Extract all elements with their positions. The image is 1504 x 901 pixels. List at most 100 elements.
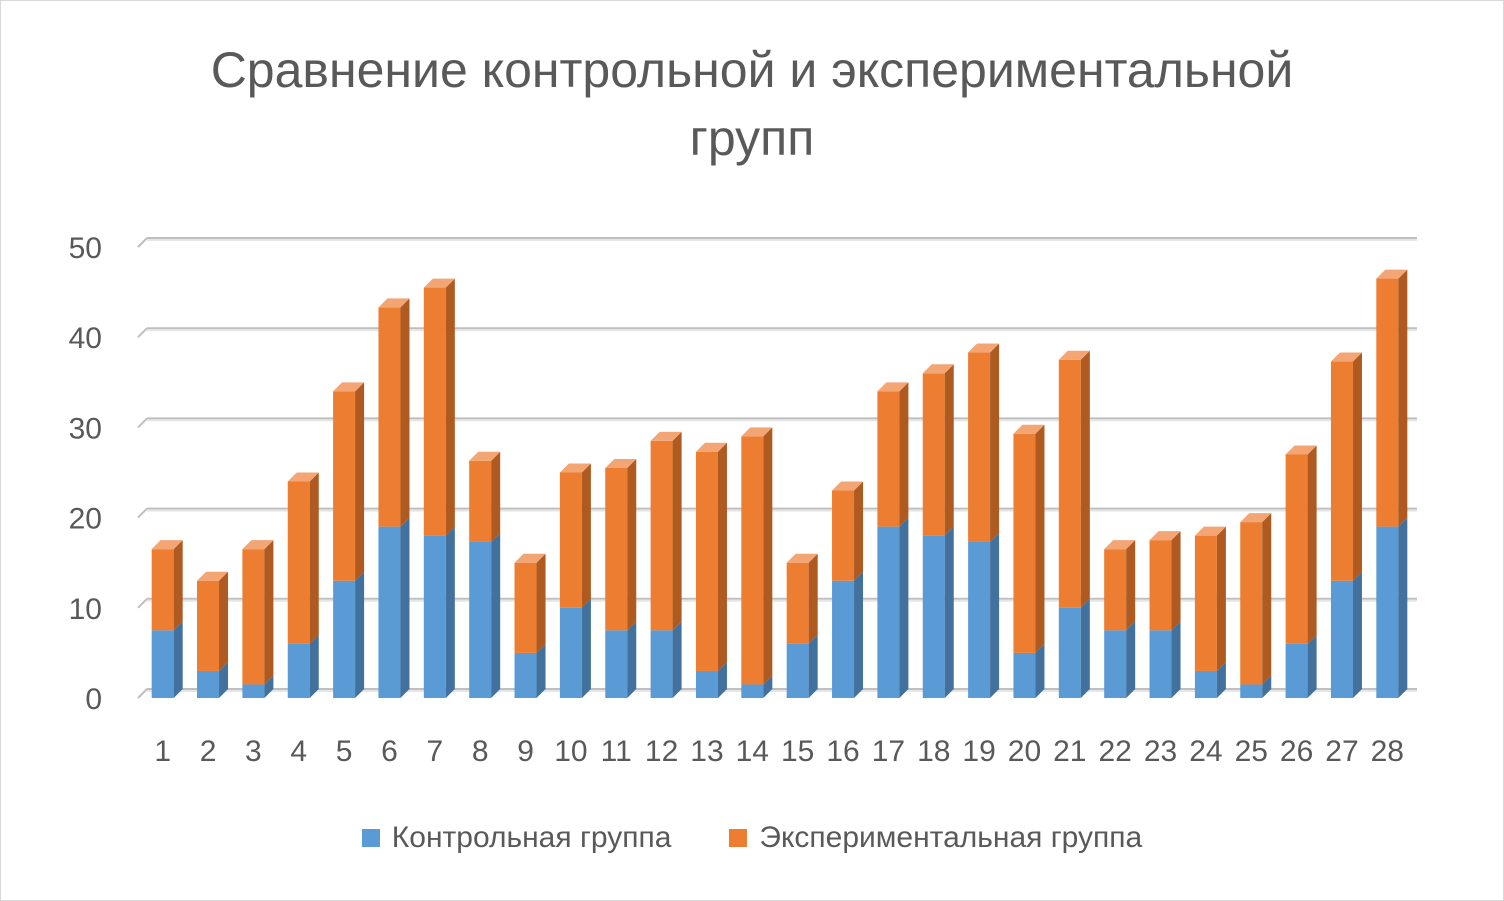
bar-side-experimental-23 <box>1171 531 1181 631</box>
bar-experimental-6 <box>378 307 401 527</box>
legend-item-control: Контрольная группа <box>361 818 672 858</box>
x-tick-label: 3 <box>245 735 262 768</box>
x-tick-label: 17 <box>872 735 905 768</box>
x-tick-label: 15 <box>781 735 814 768</box>
bar-control-25 <box>1240 684 1263 698</box>
bar-experimental-11 <box>605 467 628 631</box>
bar-experimental-28 <box>1376 278 1399 527</box>
bar-side-experimental-22 <box>1126 540 1136 631</box>
bar-side-experimental-16 <box>854 481 864 581</box>
bar-top-7 <box>423 278 455 288</box>
chart-legend: Контрольная группа Экспериментальная гру… <box>0 818 1504 858</box>
bar-control-19 <box>968 541 991 698</box>
bar-control-1 <box>151 630 174 698</box>
x-tick-label: 20 <box>1008 735 1041 768</box>
bar-side-experimental-2 <box>219 571 229 671</box>
bar-top-12 <box>650 431 682 441</box>
bar-experimental-4 <box>287 481 310 644</box>
bar-side-experimental-26 <box>1307 445 1317 644</box>
bar-side-experimental-24 <box>1216 526 1226 671</box>
x-tick-label: 1 <box>154 735 171 768</box>
chart-title-line-1: Сравнение контрольной и экспериментально… <box>210 42 1294 98</box>
x-tick-label: 9 <box>517 735 534 768</box>
bar-side-control-8 <box>491 532 501 698</box>
bar-control-2 <box>197 670 220 698</box>
bar-side-control-18 <box>944 526 954 698</box>
bar-experimental-18 <box>922 373 945 536</box>
bar-control-17 <box>877 526 900 698</box>
bar-side-control-10 <box>581 598 591 698</box>
bar-top-16 <box>832 481 864 491</box>
bar-side-control-27 <box>1352 571 1362 698</box>
bar-side-experimental-9 <box>536 553 546 653</box>
bar-side-experimental-8 <box>491 451 501 542</box>
bar-side-experimental-5 <box>355 382 365 581</box>
bar-control-23 <box>1149 630 1172 698</box>
bar-side-experimental-25 <box>1262 513 1272 685</box>
y-tick-label: 50 <box>69 232 102 265</box>
bar-side-control-11 <box>627 621 637 698</box>
bar-side-experimental-10 <box>581 463 591 608</box>
bar-experimental-20 <box>1013 433 1036 653</box>
bar-side-control-21 <box>1080 598 1090 698</box>
bar-side-control-22 <box>1126 621 1136 698</box>
bar-control-12 <box>650 630 673 698</box>
bar-top-20 <box>1013 424 1045 434</box>
bar-side-control-14 <box>763 675 773 698</box>
x-tick-label: 19 <box>962 735 995 768</box>
bar-control-14 <box>741 684 764 698</box>
gridline-side-30 <box>137 417 148 429</box>
bar-top-11 <box>605 458 637 468</box>
bar-experimental-26 <box>1285 454 1308 644</box>
bar-side-control-9 <box>536 643 546 698</box>
bar-control-27 <box>1330 580 1353 698</box>
x-tick-label: 23 <box>1144 735 1177 768</box>
legend-label-control: Контрольная группа <box>391 821 672 854</box>
x-tick-label: 25 <box>1235 735 1268 768</box>
bar-side-control-25 <box>1262 675 1272 698</box>
bar-side-control-5 <box>355 571 365 698</box>
x-tick-label: 24 <box>1189 735 1222 768</box>
bar-side-experimental-19 <box>990 343 1000 542</box>
bar-top-8 <box>469 451 501 461</box>
legend-swatch-experimental <box>729 829 748 847</box>
bar-experimental-12 <box>650 440 673 631</box>
bar-top-25 <box>1240 513 1272 523</box>
bar-experimental-10 <box>559 472 582 608</box>
gridline-side-50 <box>137 237 148 248</box>
bar-side-experimental-21 <box>1080 350 1090 608</box>
bar-control-8 <box>469 541 492 698</box>
bar-experimental-27 <box>1330 361 1353 581</box>
bar-side-control-3 <box>264 675 274 698</box>
y-tick-label: 20 <box>69 503 102 536</box>
bar-experimental-15 <box>786 562 809 644</box>
bar-experimental-23 <box>1149 540 1172 631</box>
bar-top-2 <box>197 571 229 581</box>
bar-side-control-19 <box>990 532 1000 698</box>
bar-control-13 <box>695 670 718 698</box>
bar-experimental-16 <box>832 490 855 581</box>
bar-side-control-15 <box>808 634 818 698</box>
bar-top-18 <box>922 364 954 374</box>
bar-side-experimental-7 <box>445 278 455 536</box>
bar-experimental-13 <box>695 451 718 671</box>
bar-experimental-5 <box>333 391 356 581</box>
x-tick-label: 13 <box>690 735 723 768</box>
bar-side-control-20 <box>1035 643 1045 698</box>
y-tick-label: 0 <box>85 683 102 716</box>
bar-top-24 <box>1194 526 1226 536</box>
gridline-side-40 <box>137 327 148 338</box>
bar-control-3 <box>242 684 265 698</box>
bar-side-experimental-12 <box>672 431 682 631</box>
bar-side-experimental-27 <box>1352 352 1362 581</box>
legend-swatch-control <box>361 829 380 847</box>
x-tick-label: 14 <box>736 735 769 768</box>
bar-side-control-23 <box>1171 621 1181 698</box>
bar-control-20 <box>1013 652 1036 698</box>
chart-title: Сравнение контрольной и экспериментально… <box>0 36 1504 172</box>
bar-control-5 <box>333 580 356 698</box>
bar-top-19 <box>968 343 1000 353</box>
legend-item-experimental: Экспериментальная группа <box>729 818 1142 858</box>
x-tick-label: 16 <box>826 735 859 768</box>
y-tick-label: 30 <box>69 412 102 445</box>
